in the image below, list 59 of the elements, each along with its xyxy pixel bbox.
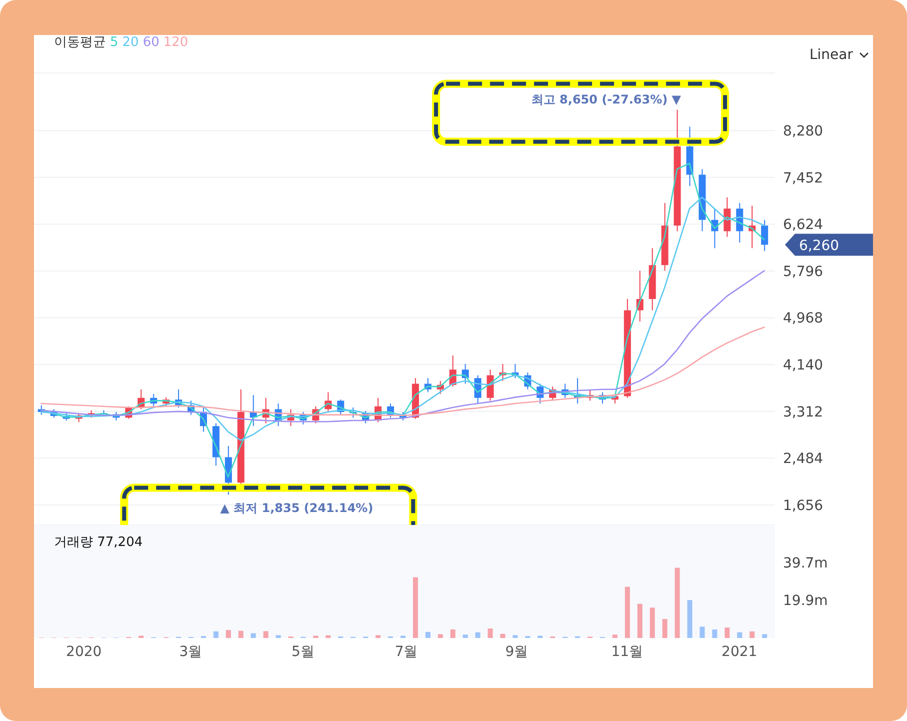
bar (412, 577, 418, 638)
annotation: 최고 8,650 (-27.63%) ▼ (531, 92, 682, 107)
bar (462, 634, 468, 638)
bar (488, 628, 493, 638)
bar (500, 634, 506, 638)
candlestick (761, 219, 768, 252)
bar (674, 568, 680, 638)
x-tick-label: 11월 (611, 644, 644, 660)
y-tick-label: 8,280 (783, 124, 824, 140)
y-tick-label: 6,624 (783, 217, 824, 234)
y-tick-label: 2,484 (783, 451, 824, 468)
text: 120 (163, 35, 188, 50)
bar (250, 633, 256, 638)
x-tick-label: 7월 (394, 644, 418, 660)
y-tick-label: 5,796 (783, 264, 824, 280)
bar (213, 631, 218, 638)
x-tick-label: 2021 (722, 644, 758, 660)
bar (624, 586, 630, 638)
bar (762, 634, 768, 638)
bar (475, 632, 480, 638)
bar (612, 634, 618, 638)
bar (238, 630, 244, 638)
bar (450, 629, 456, 638)
bar (687, 600, 692, 638)
y-tick-label: 7,452 (783, 170, 824, 186)
x-tick-label: 3월 (179, 644, 202, 660)
bar (712, 629, 718, 638)
bar (700, 626, 705, 638)
bar (512, 635, 518, 638)
y-tick-label: 39.7m (783, 556, 828, 572)
annotation: ▲ 최저 1,835 (241.14%) (220, 500, 374, 515)
bar (724, 628, 730, 638)
bar (662, 619, 668, 638)
y-tick-label: 3,312 (783, 404, 824, 420)
text: Linear (809, 47, 853, 63)
bar (376, 635, 381, 638)
bar (326, 635, 331, 638)
text: 5 (110, 35, 118, 50)
x-tick-label: 5월 (292, 644, 314, 660)
bar (750, 631, 755, 638)
bar (438, 634, 443, 638)
x-tick-label: 2020 (66, 644, 102, 660)
bar (276, 635, 281, 638)
bar (650, 608, 655, 638)
y-tick-label: 19.9m (783, 593, 828, 610)
y-tick-label: 4,140 (783, 358, 824, 374)
y-tick-label: 4,968 (783, 310, 824, 327)
bar (263, 631, 268, 638)
x-tick-label: 9월 (505, 644, 528, 660)
text: 20 (122, 35, 139, 50)
text: 거래량 77,204 (54, 534, 143, 551)
y-tick-label: 1,656 (783, 498, 824, 514)
bar (226, 630, 231, 638)
annotation: 6,260 (799, 238, 840, 254)
bar (737, 632, 742, 638)
bar (637, 604, 642, 638)
bar (425, 632, 430, 638)
legend-title: 이동평균 (54, 35, 106, 50)
text: 60 (142, 35, 160, 50)
